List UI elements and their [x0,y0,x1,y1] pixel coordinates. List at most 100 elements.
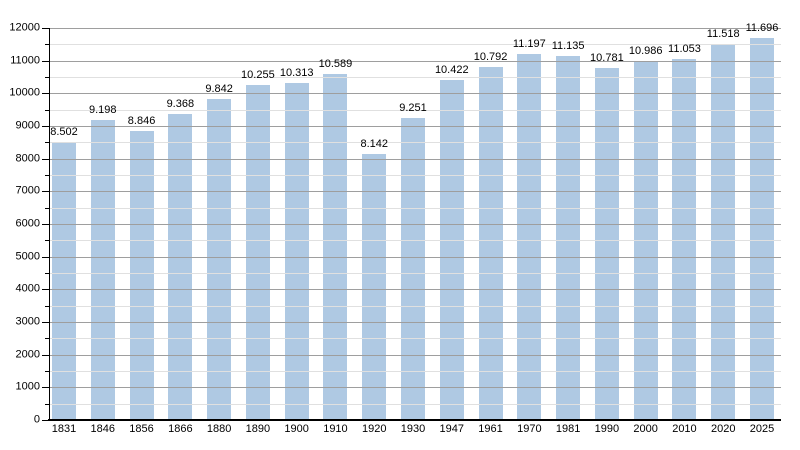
y-axis-tick-label: 9000 [15,119,40,132]
y-axis-tick-label: 3000 [15,315,40,328]
x-axis-tick-label: 1961 [478,423,503,435]
x-axis-tick-label: 1970 [517,423,542,435]
gridline-major [50,60,781,62]
bar-value-label: 10.255 [241,69,275,82]
gridline-minor [50,240,781,242]
y-axis-major-tick [42,191,50,193]
y-axis-minor-tick [45,44,50,46]
bar [52,142,76,420]
y-axis-major-tick [42,93,50,95]
x-axis-tick-label: 1990 [594,423,620,435]
bar [207,98,232,420]
y-axis-minor-tick [45,175,50,176]
y-axis-major-tick [42,289,50,291]
x-axis-tick-label: 1920 [361,423,387,435]
y-axis-major-tick [42,420,50,421]
y-axis-tick-label: 4000 [15,282,40,295]
gridline-major [50,387,781,389]
y-axis-tick-label: 7000 [15,184,40,197]
gridline-minor [50,403,781,405]
gridline-minor [50,371,781,372]
y-axis-tick-label: 5000 [15,250,40,263]
gridline-minor [50,305,781,307]
axes-layer [42,28,781,421]
bar [323,74,348,420]
x-axis-tick-label: 2000 [633,423,658,435]
bar [245,85,270,420]
bar-value-label: 9.198 [89,103,117,116]
gridline-minor [50,273,781,274]
x-axis-tick-label: 1856 [129,423,154,435]
bar-value-label: 10.781 [590,51,624,64]
y-axis-minor-tick [45,371,50,372]
x-axis-tick-label: 2025 [749,423,775,435]
bar-value-label: 9.842 [205,82,233,95]
x-axis-tick-label: 1880 [206,423,232,435]
y-axis-tick-label: 10000 [9,86,40,99]
bar [362,154,387,420]
bar-value-label: 8.502 [50,126,78,139]
bars-layer [50,28,781,420]
bar-value-label: 11.135 [551,40,585,53]
gridline-major [50,158,781,160]
x-axis-tick-label: 1930 [400,423,426,435]
bar-value-label: 10.422 [434,63,469,76]
x-axis-tick-label: 1831 [51,423,77,435]
bar [168,113,193,420]
bar-value-label: 11.053 [668,42,701,55]
gridline-minor [50,338,781,340]
gridline-major [50,256,781,258]
bar-value-label: 11.197 [512,38,546,51]
bar [90,119,115,420]
bar [750,37,774,420]
bar [556,56,581,420]
bar-value-label: 9.251 [399,101,427,114]
gridline-major [50,289,781,291]
y-axis-minor-tick [45,273,50,274]
bar [401,117,425,420]
y-axis-major-tick [42,224,50,225]
plot-area: 0 1000 2000 3000 4000 5000 6000 7000 8000 9000 100… [9,22,781,435]
bar-value-label: 10.792 [473,51,508,64]
gridline-minor [50,109,781,111]
x-axis-tick-label: 1890 [245,423,271,435]
labels-layer: 0 1000 2000 3000 4000 5000 6000 7000 8000 9000 100… [9,22,781,435]
gridline-major [50,354,781,356]
y-axis-tick-label: 6000 [15,217,40,230]
gridline-minor [50,44,781,46]
bar-value-label: 11.518 [706,27,740,40]
y-axis-minor-tick [45,109,50,111]
x-axis-tick-label: 1947 [439,423,465,435]
y-axis-major-tick [42,322,50,323]
y-axis-major-tick [42,387,50,389]
bar [517,54,542,420]
bar-value-label: 11.696 [745,21,779,34]
bar [439,79,464,420]
bar-value-label: 10.313 [279,67,314,80]
x-axis-tick-label: 1900 [284,423,309,435]
y-axis-line [49,28,50,420]
x-axis-tick-label: 1846 [90,423,116,435]
y-axis-minor-tick [45,240,50,242]
gridline-minor [50,142,781,144]
gridline-minor [50,207,781,209]
x-axis-tick-label: 1910 [323,423,348,435]
y-axis-tick-label: 1000 [15,380,40,393]
bar-value-label: 10.986 [628,45,663,58]
x-axis-tick-label: 2010 [672,423,697,435]
y-axis-minor-tick [45,77,50,78]
x-axis-tick-label: 2020 [710,423,736,435]
y-axis-minor-tick [45,338,50,340]
y-axis-major-tick [42,158,50,160]
bar-value-label: 8.846 [127,115,156,128]
bar [672,58,697,420]
y-axis-minor-tick [45,403,50,405]
bar-value-label: 10.589 [318,58,353,71]
y-axis-major-tick [42,256,50,258]
y-axis-tick-label: 0 [33,413,40,426]
y-axis-major-tick [42,28,50,29]
gridline-major [50,126,781,127]
bar [711,43,736,420]
gridline-major [50,93,781,95]
